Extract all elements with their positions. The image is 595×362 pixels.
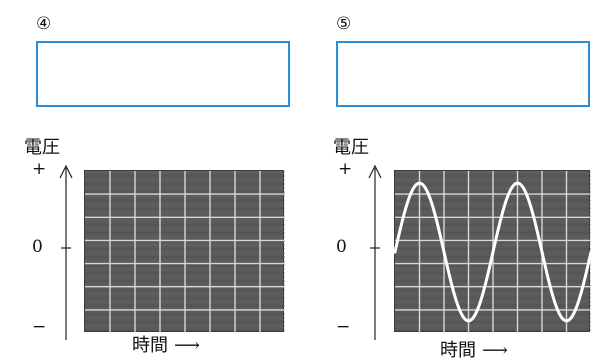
plus-sign-4: + — [32, 159, 47, 179]
time-label-text-5: 時間 — [440, 340, 476, 361]
time-arrow-4: ⟶ — [174, 335, 200, 356]
minus-sign-4: − — [32, 317, 47, 337]
problem-number-4: ④ — [36, 14, 52, 34]
time-axis-label-4: 時間 ⟶ — [132, 337, 200, 355]
grid-5 — [393, 171, 593, 333]
problem-number-5: ⑤ — [336, 14, 352, 34]
grid-4 — [85, 171, 285, 333]
minus-sign-5: − — [336, 317, 351, 337]
voltage-waveform-trace — [393, 181, 593, 323]
voltage-axis-title-5: 電圧 — [333, 137, 369, 158]
voltage-axis-title-4: 電圧 — [24, 137, 60, 158]
answer-box-5[interactable] — [336, 41, 590, 107]
time-label-text-4: 時間 — [132, 335, 168, 356]
plus-sign-5: + — [338, 159, 353, 179]
answer-box-4[interactable] — [36, 41, 290, 107]
zero-label-4: 0 — [32, 237, 43, 257]
time-axis-label-5: 時間 ⟶ — [440, 342, 508, 360]
time-arrow-5: ⟶ — [482, 340, 508, 361]
oscilloscope-screen-4 — [84, 170, 285, 333]
oscilloscope-screen-5 — [393, 170, 593, 333]
zero-label-5: 0 — [336, 237, 347, 257]
